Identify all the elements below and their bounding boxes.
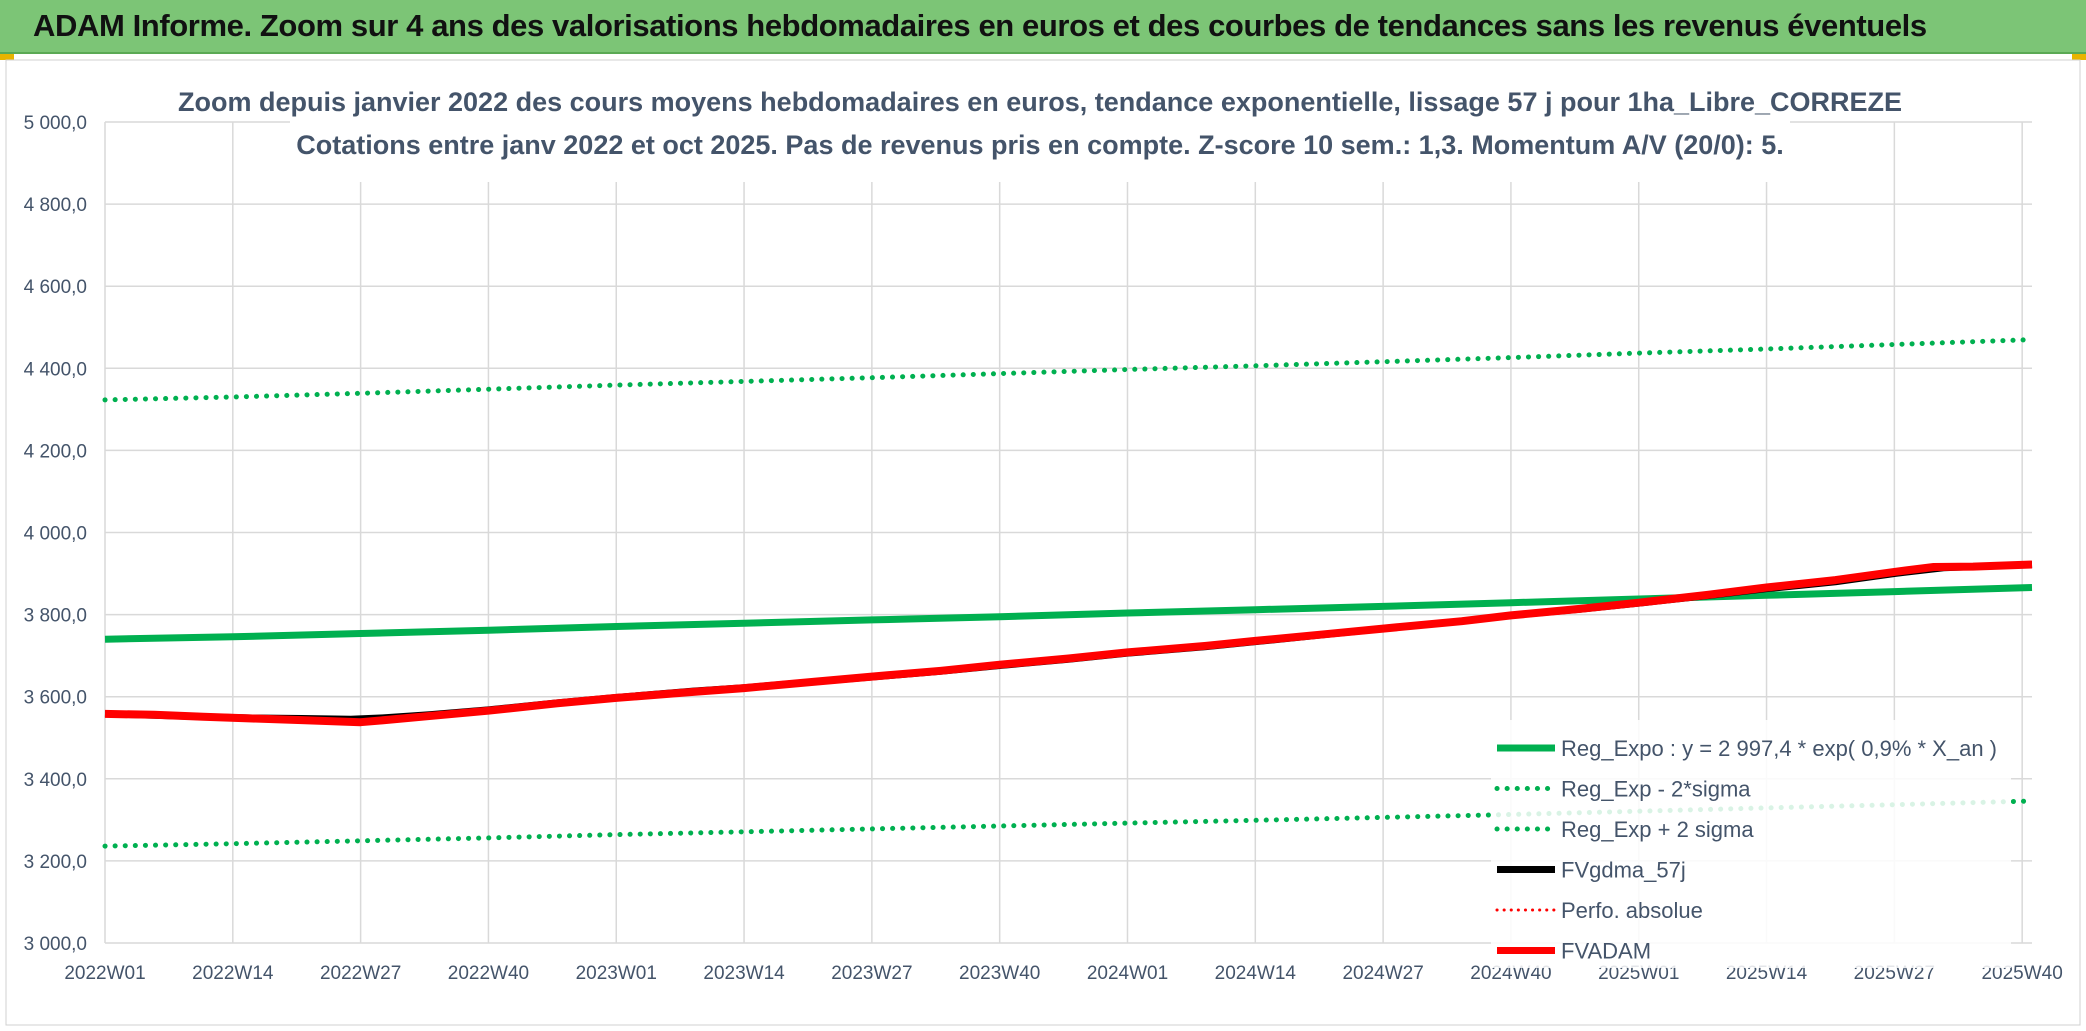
report-title: ADAM Informe. Zoom sur 4 ans des valoris…	[33, 8, 1927, 43]
y-tick-label: 3 200,0	[24, 852, 87, 873]
corner-mark-right	[2072, 54, 2086, 60]
corner-mark-left	[0, 54, 14, 60]
y-tick-label: 4 000,0	[24, 524, 87, 545]
chart-subtitle: Cotations entre janv 2022 et oct 2025. P…	[296, 130, 1784, 160]
y-tick-label: 3 400,0	[24, 770, 87, 791]
axis-labels: 3 000,0 3 200,0 3 400,0 3 600,0 3 800,0 4 000…	[24, 113, 2063, 984]
y-tick-label: 3 800,0	[24, 606, 87, 627]
y-tick-label: 4 200,0	[24, 441, 87, 462]
x-tick-label: 2024W14	[1215, 963, 1297, 984]
x-tick-label: 2024W27	[1342, 963, 1423, 984]
x-tick-label: 2023W14	[703, 963, 785, 984]
x-tick-label: 2024W40	[1470, 963, 1551, 984]
chart-title: Zoom depuis janvier 2022 des cours moyen…	[178, 87, 1902, 117]
line-chart: 3 000,0 3 200,0 3 400,0 3 600,0 3 800,0 4 000…	[5, 59, 2081, 1026]
series-line-2	[102, 337, 2035, 403]
x-tick-label: 2022W27	[320, 963, 401, 984]
x-tick-label: 2025W01	[1598, 963, 1679, 984]
x-tick-label: 2025W14	[1726, 963, 1808, 984]
x-tick-label: 2023W40	[959, 963, 1040, 984]
chart-titles: Zoom depuis janvier 2022 des cours moyen…	[178, 78, 1902, 182]
y-tick-label: 3 000,0	[24, 934, 87, 955]
y-tick-label: 5 000,0	[24, 113, 87, 134]
y-tick-label: 3 600,0	[24, 688, 87, 709]
y-tick-label: 4 400,0	[24, 359, 87, 380]
report-banner: ADAM Informe. Zoom sur 4 ans des valoris…	[0, 0, 2086, 54]
legend: Reg_Expo : y = 2 997,4 * exp( 0,9% * X_a…	[1491, 720, 2011, 968]
x-tick-label: 2023W01	[576, 963, 657, 984]
title-background	[290, 78, 1790, 182]
legend-label: FVADAM	[1561, 939, 1651, 964]
gridlines	[104, 121, 2032, 944]
x-tick-label: 2025W40	[1981, 963, 2062, 984]
legend-label: Reg_Expo : y = 2 997,4 * exp( 0,9% * X_a…	[1561, 736, 1997, 761]
x-tick-label: 2024W01	[1087, 963, 1168, 984]
x-tick-label: 2022W40	[448, 963, 529, 984]
legend-label: Reg_Exp - 2*sigma	[1561, 777, 1751, 802]
y-tick-label: 4 800,0	[24, 195, 87, 216]
x-tick-label: 2022W01	[64, 963, 145, 984]
x-tick-label: 2023W27	[831, 963, 912, 984]
y-tick-label: 4 600,0	[24, 277, 87, 298]
x-tick-label: 2022W14	[192, 963, 274, 984]
legend-background	[1491, 720, 2011, 968]
x-tick-label: 2025W27	[1854, 963, 1935, 984]
series-line-5	[104, 560, 2033, 727]
legend-label: Reg_Exp + 2 sigma	[1561, 817, 1754, 842]
legend-label: Perfo. absolue	[1561, 898, 1703, 923]
legend-label: FVgdma_57j	[1561, 858, 1686, 883]
